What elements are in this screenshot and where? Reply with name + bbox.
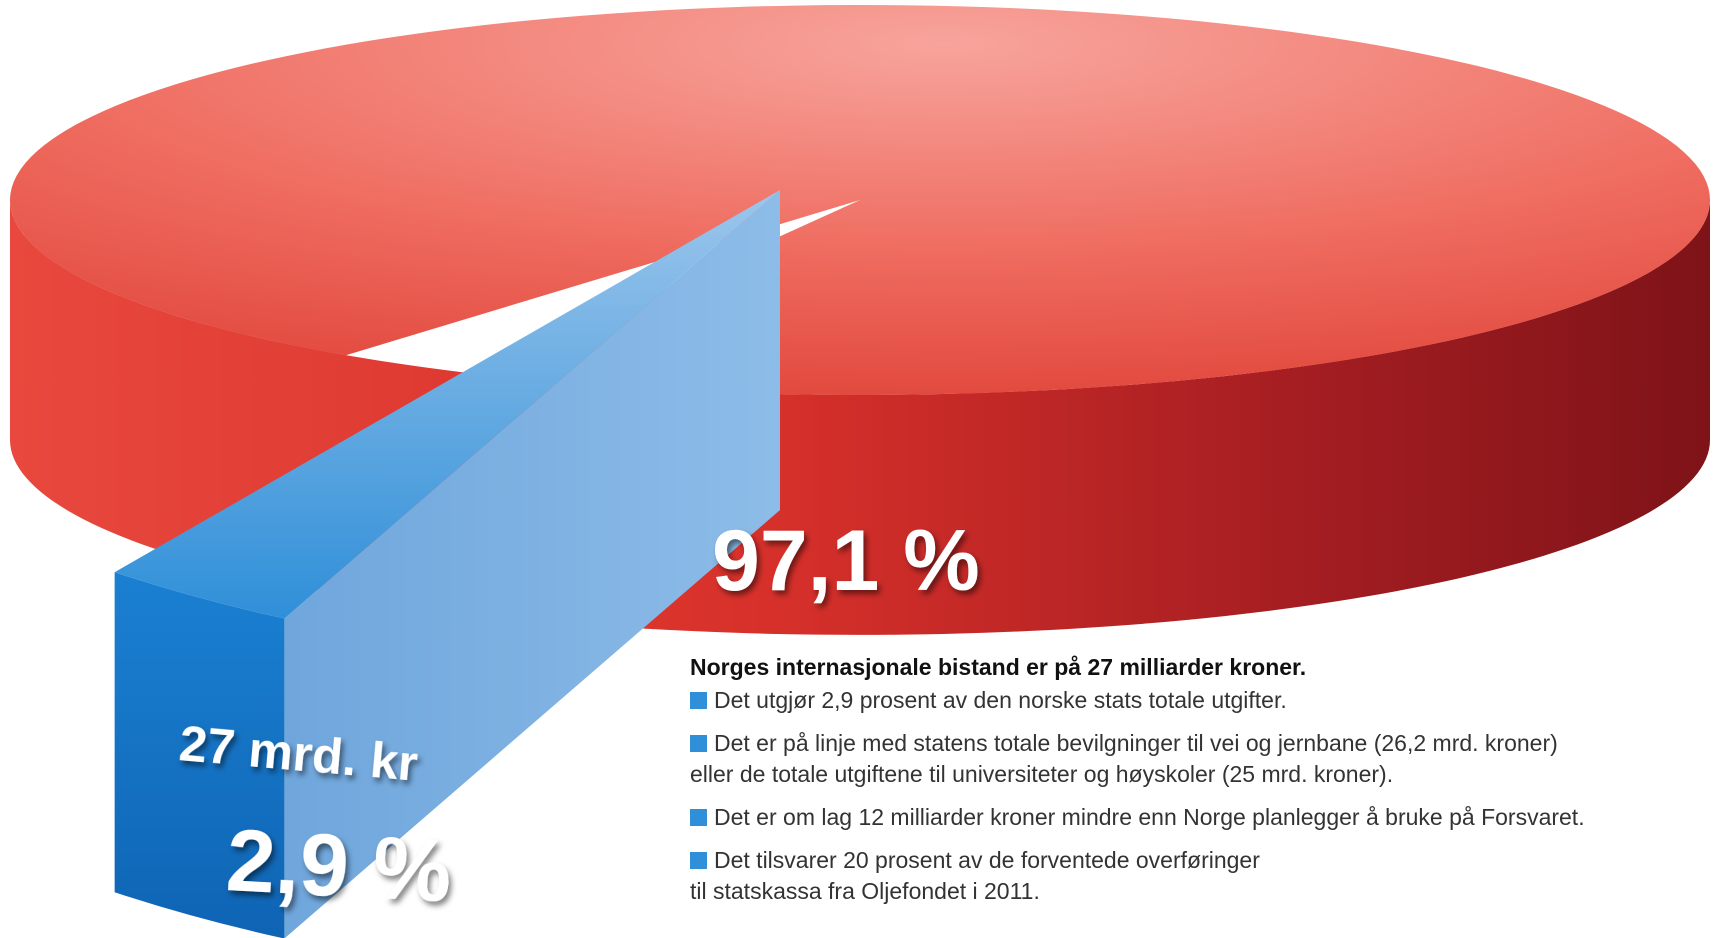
notes-heading: Norges internasjonale bistand er på 27 m…	[690, 654, 1307, 680]
bullet-text: eller de totale utgiftene til universite…	[690, 761, 1394, 787]
bullet: Det utgjør 2,9 prosent av den norske sta…	[690, 685, 1720, 716]
pie-slice-cut	[284, 190, 780, 938]
bullet-square	[690, 735, 707, 752]
value-label: 2,9 %	[224, 810, 454, 921]
bullet: Det er om lag 12 milliarder kroner mindr…	[690, 802, 1720, 833]
bullet-text: til statskassa fra Oljefondet i 2011.	[690, 878, 1040, 904]
bullet-square	[690, 692, 707, 709]
bullet-line: Det er om lag 12 milliarder kroner mindr…	[690, 802, 1720, 833]
bullet-line: til statskassa fra Oljefondet i 2011.	[690, 876, 1720, 907]
bullet-line: eller de totale utgiftene til universite…	[690, 759, 1720, 790]
bullet-line: Det er på linje med statens totale bevil…	[690, 728, 1720, 759]
bullet-square	[690, 852, 707, 869]
notes: Norges internasjonale bistand er på 27 m…	[690, 652, 1720, 919]
bullet: Det er på linje med statens totale bevil…	[690, 728, 1720, 790]
value-label: 97,1 %	[712, 513, 980, 609]
bullet-square	[690, 809, 707, 826]
pie-slice	[10, 5, 1711, 396]
bullet-line: Det utgjør 2,9 prosent av den norske sta…	[690, 685, 1720, 716]
bullet-line: Det tilsvarer 20 prosent av de forvented…	[690, 845, 1720, 876]
pie-slice	[114, 190, 780, 619]
bullet-text: Det tilsvarer 20 prosent av de forvented…	[714, 847, 1260, 873]
bullet-text: Det er om lag 12 milliarder kroner mindr…	[714, 804, 1585, 830]
bullet-text: Det utgjør 2,9 prosent av den norske sta…	[714, 687, 1287, 713]
bullet-text: Det er på linje med statens totale bevil…	[714, 730, 1558, 756]
pie-slice-side	[114, 572, 285, 938]
bullet: Det tilsvarer 20 prosent av de forvented…	[690, 845, 1720, 907]
